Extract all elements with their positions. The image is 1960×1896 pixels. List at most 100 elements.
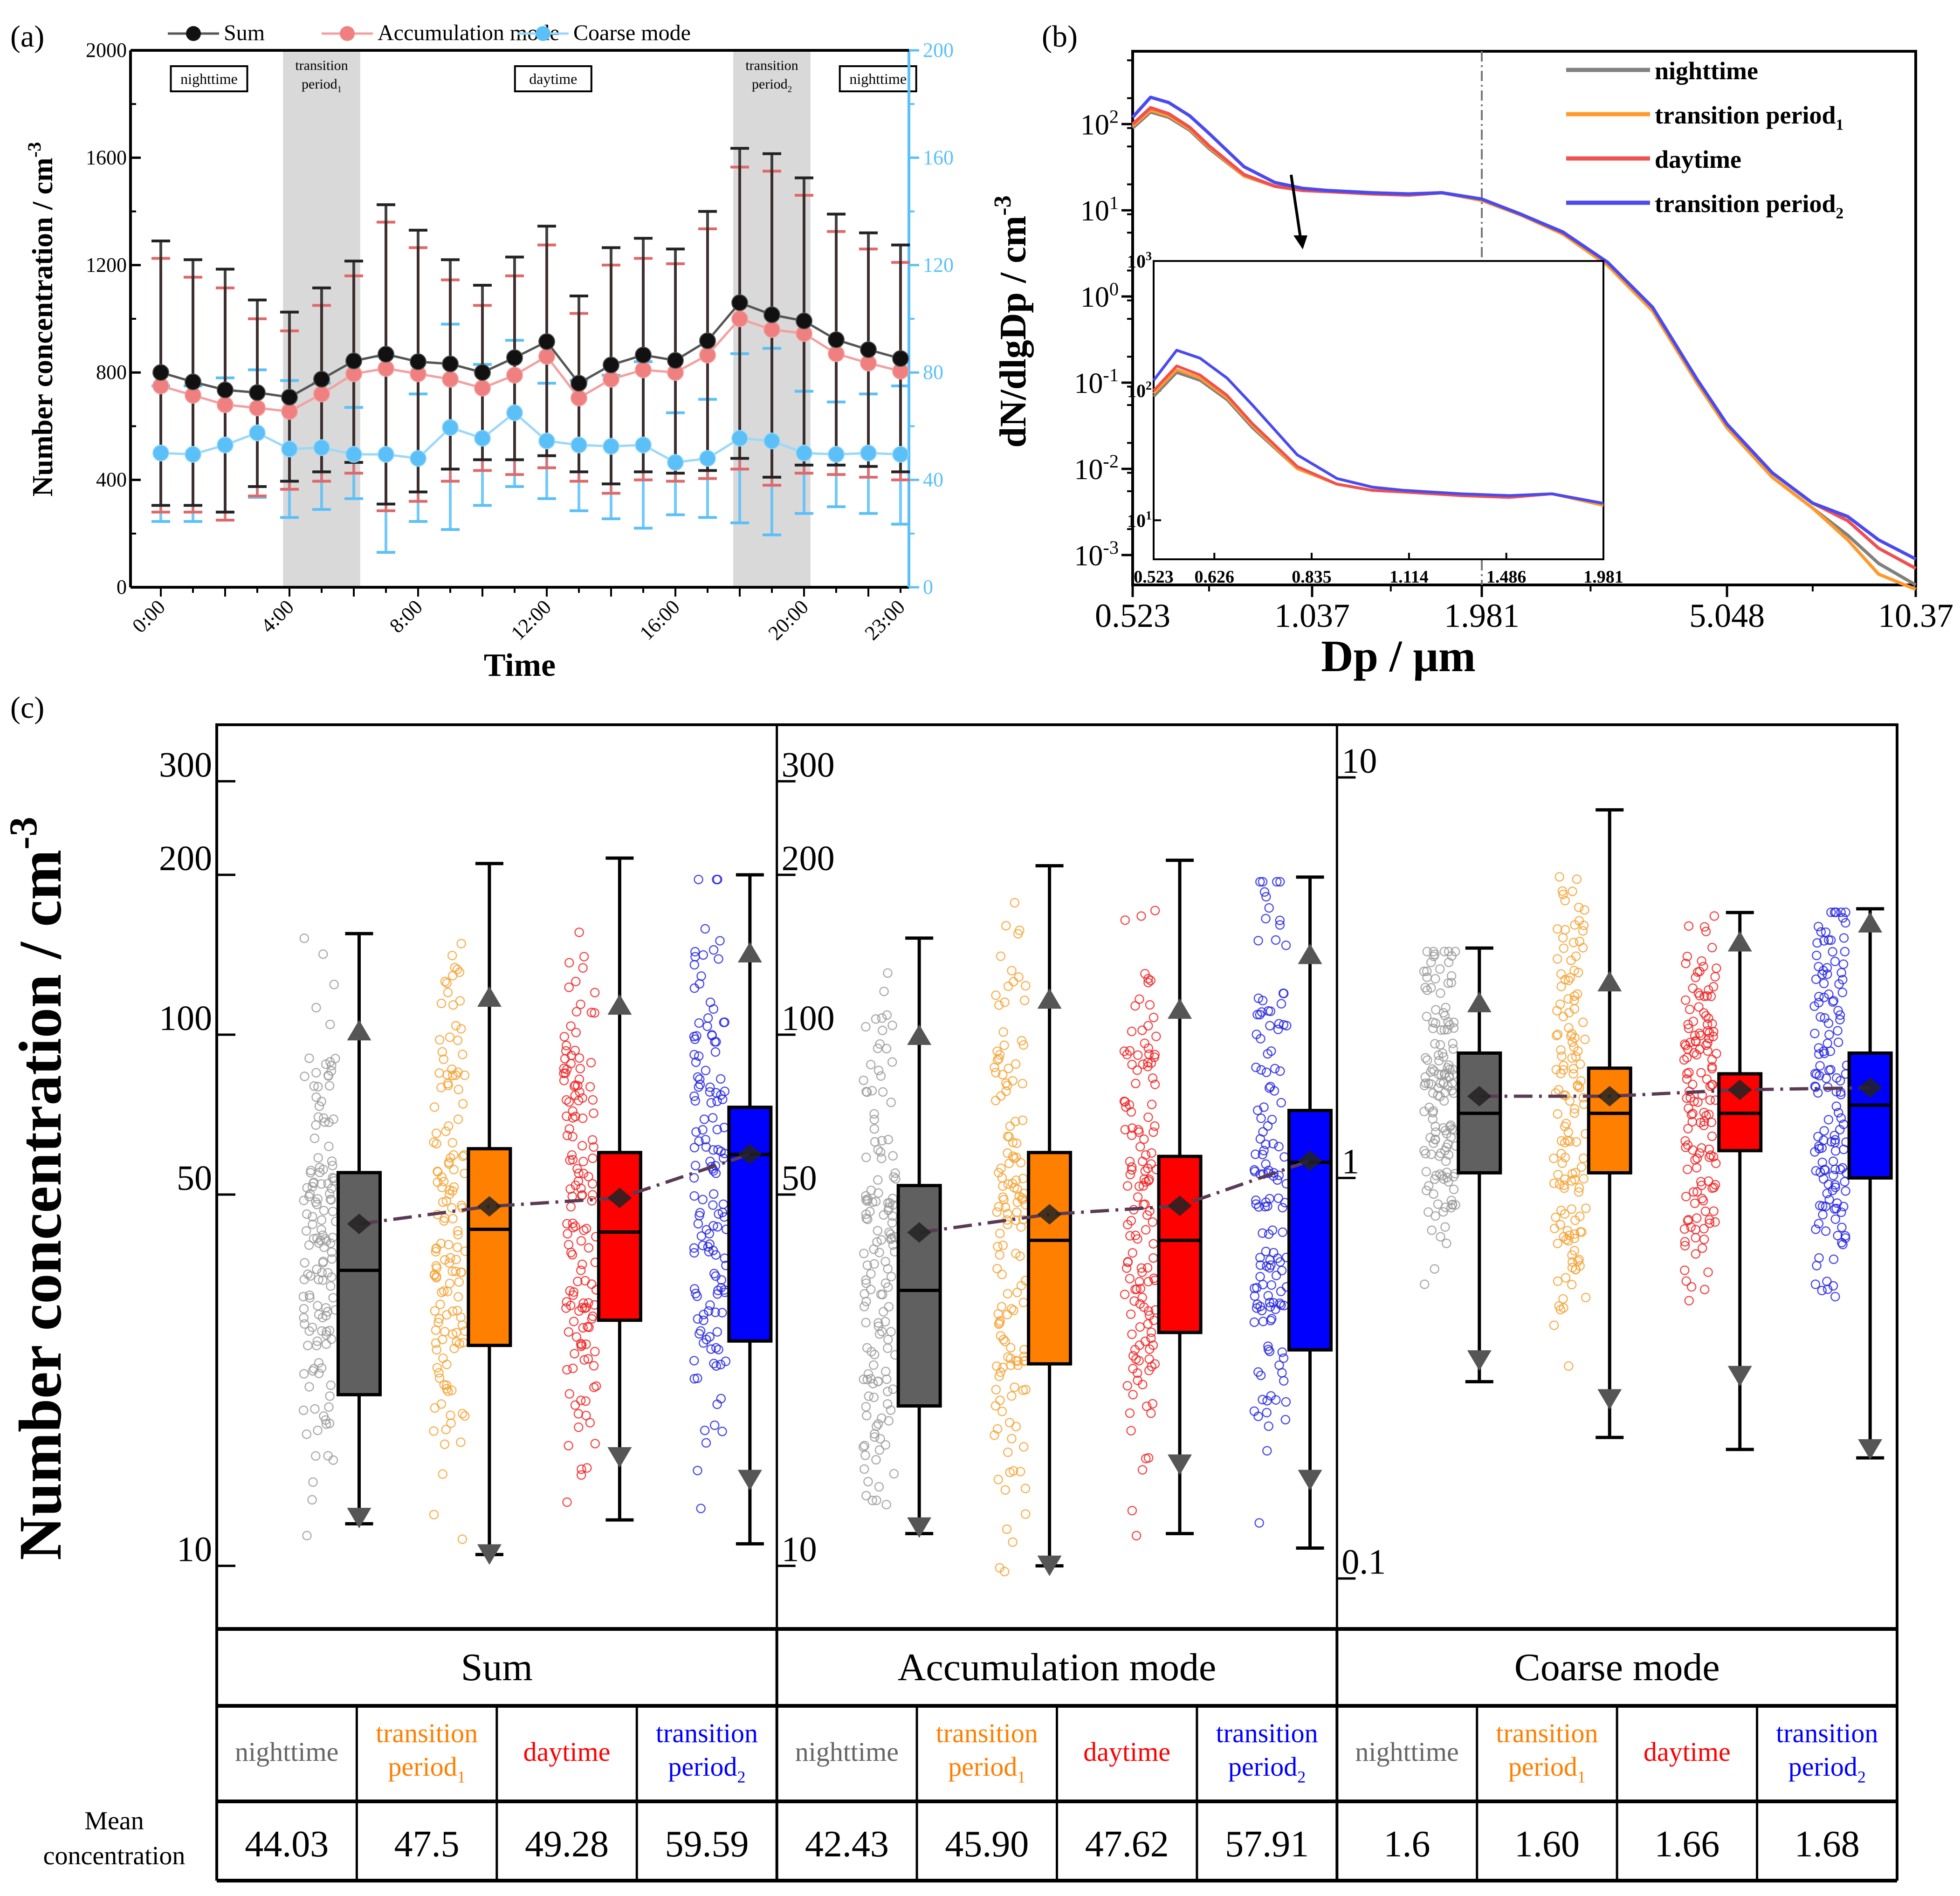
- scatter-point: [1135, 1322, 1145, 1332]
- scatter-point: [445, 1185, 454, 1195]
- scatter-point: [1556, 1148, 1566, 1159]
- scatter-point: [887, 1020, 897, 1030]
- scatter-point: [1690, 1198, 1700, 1208]
- scatter-point: [877, 1154, 887, 1163]
- scatter-point: [1259, 887, 1270, 897]
- panel-b: 10-3 10-2 10-1 100 101 102 0.523 1.037 1.981 5.04…: [990, 50, 1953, 681]
- scatter-point: [1279, 1353, 1289, 1363]
- scatter-point: [314, 1358, 324, 1368]
- table-subheader: daytime: [523, 1737, 611, 1767]
- scatter-point: [1268, 1139, 1278, 1149]
- y-tick-label: 300: [782, 745, 835, 784]
- scatter-point: [1255, 1271, 1265, 1282]
- scatter-point: [1278, 989, 1288, 998]
- scatter-point: [701, 1065, 711, 1076]
- scatter-point: [1122, 1220, 1133, 1230]
- scatter-point: [991, 1361, 1002, 1371]
- scatter-point: [878, 1307, 888, 1317]
- scatter-point: [460, 1411, 470, 1421]
- panel-c: Number concentration / cm-3 10 50 100 200 300…: [2, 723, 1898, 1882]
- scatter-point: [451, 1266, 461, 1276]
- scatter-point: [867, 1496, 877, 1505]
- table-value: 45.90: [945, 1824, 1029, 1865]
- scatter-point: [1832, 1073, 1842, 1083]
- scatter-point: [1261, 1159, 1271, 1169]
- scatter-point: [714, 1209, 723, 1219]
- scatter-point: [1145, 1206, 1155, 1216]
- scatter-point: [887, 1057, 897, 1067]
- scatter-point: [1569, 1108, 1579, 1118]
- scatter-point: [1119, 1046, 1129, 1056]
- scatter-point: [1438, 1123, 1448, 1133]
- scatter-point: [1680, 1039, 1690, 1049]
- scatter-point: [312, 1336, 322, 1346]
- scatter-point: [704, 1306, 714, 1316]
- scatter-point: [691, 1127, 701, 1137]
- scatter-point: [589, 1142, 598, 1152]
- box: [1287, 1109, 1333, 1352]
- scatter-point: [693, 1314, 703, 1324]
- scatter-point: [1697, 1243, 1707, 1253]
- scatter-point: [1553, 1109, 1563, 1119]
- scatter-point: [861, 1318, 871, 1327]
- inset-y-tick-label: 101: [1127, 508, 1152, 531]
- scatter-point: [869, 1124, 880, 1134]
- scatter-point: [995, 1316, 1005, 1326]
- scatter-point: [1436, 1232, 1445, 1242]
- scatter-point: [1569, 1042, 1579, 1052]
- scatter-point: [1681, 995, 1691, 1005]
- scatter-point: [1696, 1177, 1706, 1187]
- scatter-point: [887, 1218, 897, 1228]
- scatter-point: [1708, 982, 1719, 992]
- scatter-point: [1709, 911, 1719, 921]
- y-right-tick-label: 120: [923, 254, 954, 276]
- scatter-point: [1835, 1010, 1845, 1020]
- scatter-point: [1828, 947, 1837, 957]
- scatter-point: [1680, 1241, 1690, 1250]
- scatter-point: [1253, 1367, 1263, 1377]
- scatter-point: [328, 1161, 337, 1171]
- scatter-point: [1012, 1207, 1022, 1217]
- y-tick-label: 10: [782, 1530, 817, 1569]
- scatter-point: [570, 1349, 579, 1359]
- scatter-point: [708, 1189, 719, 1199]
- scatter-point: [1276, 1286, 1286, 1297]
- scatter-point: [1554, 872, 1565, 882]
- scatter-point: [1710, 972, 1720, 982]
- scatter-point: [1680, 1237, 1690, 1247]
- scatter-point: [1812, 1261, 1822, 1271]
- table-subheader: period2: [1228, 1752, 1306, 1786]
- scatter-point: [859, 1374, 868, 1384]
- scatter-point: [586, 1008, 597, 1017]
- scatter-point: [1569, 966, 1579, 975]
- scatter-point: [1699, 1008, 1709, 1018]
- scatter-point: [1696, 1030, 1706, 1040]
- scatter-point: [1691, 1037, 1701, 1047]
- scatter-point: [1436, 1070, 1446, 1080]
- scatter-point: [867, 1346, 876, 1357]
- scatter-point: [576, 1265, 586, 1275]
- scatter-point: [437, 1287, 447, 1298]
- scatter-point: [433, 1177, 442, 1187]
- scatter-point: [1014, 1191, 1024, 1201]
- scatter-point: [575, 1064, 585, 1073]
- table-subheader: nighttime: [795, 1737, 899, 1767]
- scatter-point: [1120, 1289, 1130, 1299]
- scatter-point: [1553, 1030, 1563, 1039]
- scatter-point: [457, 1534, 468, 1544]
- row-label: Mean: [84, 1807, 144, 1835]
- scatter-point: [1258, 996, 1268, 1006]
- data-point: [313, 385, 330, 403]
- scatter-point: [891, 1174, 901, 1184]
- scatter-point: [861, 1195, 871, 1205]
- y-tick-label: 101: [1080, 192, 1119, 227]
- scatter-point: [589, 1108, 598, 1118]
- scatter-point: [1281, 941, 1291, 950]
- data-point: [538, 333, 555, 350]
- y-tick-label: 800: [96, 361, 127, 384]
- scatter-point: [713, 1222, 722, 1232]
- scatter-point: [1148, 1127, 1158, 1137]
- scatter-point: [300, 1258, 309, 1268]
- scatter-point: [712, 1096, 722, 1106]
- scatter-point: [1823, 1115, 1834, 1125]
